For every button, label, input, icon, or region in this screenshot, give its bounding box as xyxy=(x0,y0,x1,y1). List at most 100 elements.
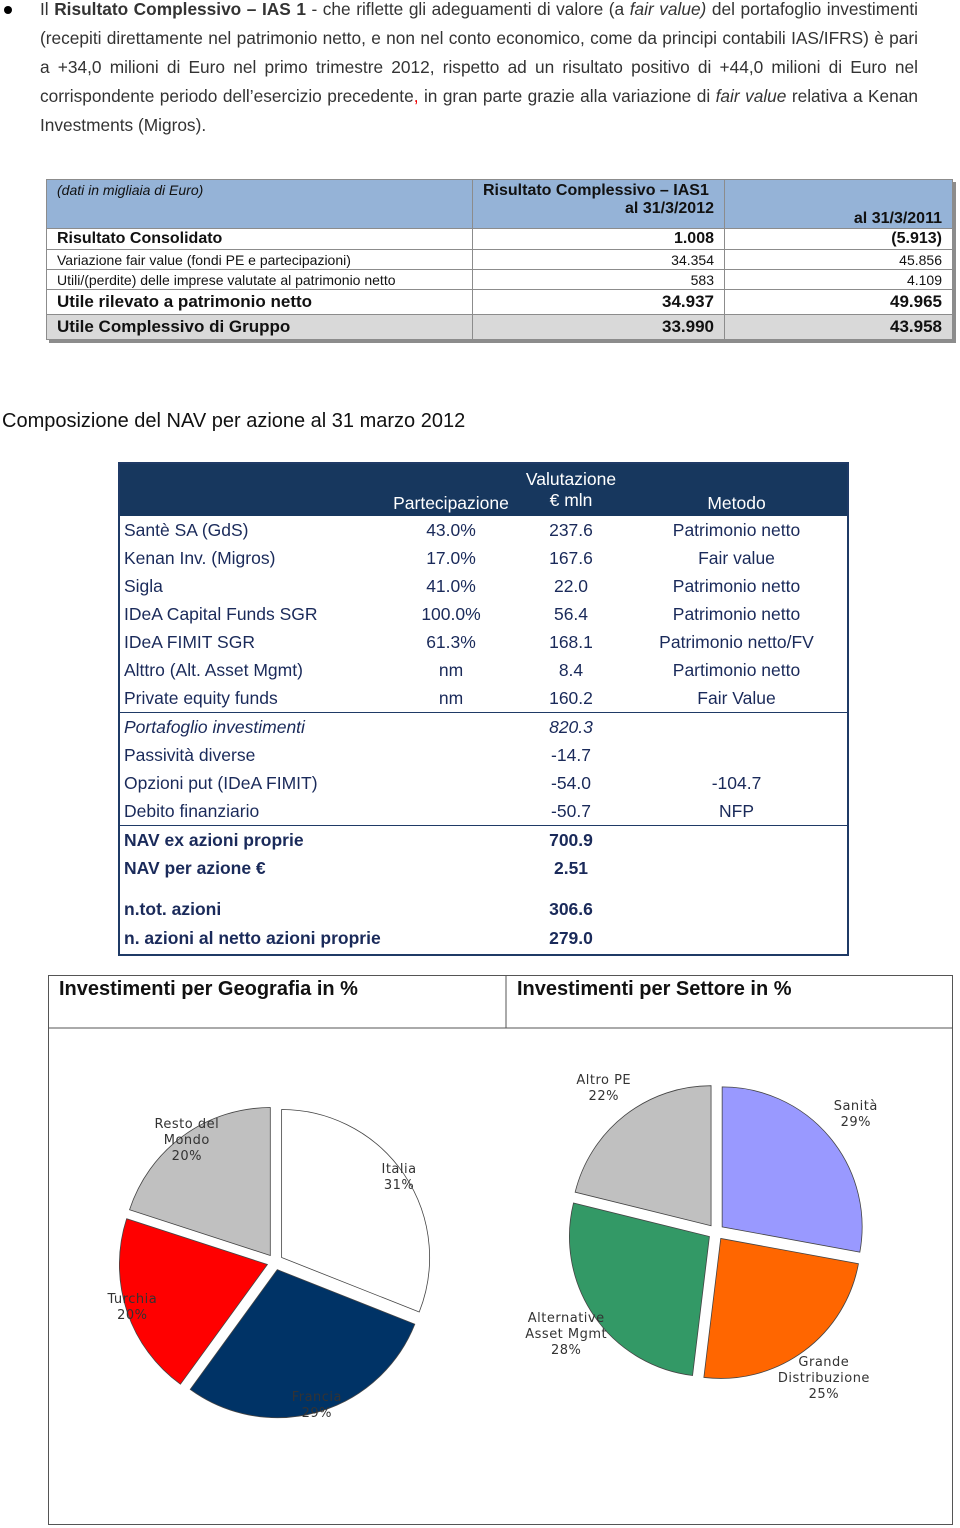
slice-value: 29% xyxy=(301,1406,333,1422)
pie-slice xyxy=(574,1085,712,1227)
chart-title: Investimenti per Settore in % xyxy=(517,978,792,1000)
cell: Fair value xyxy=(698,547,775,568)
cell: 56.4 xyxy=(553,603,589,624)
cell xyxy=(386,712,516,741)
cell: 306.6 xyxy=(549,898,593,919)
row: IDeA Capital Funds SGR 100.0% 56.4 Patrimon… xyxy=(119,600,848,628)
row: Portafoglio investimenti 820.3 xyxy=(119,712,848,741)
cell: Sigla xyxy=(124,575,163,596)
cell: 43.958 xyxy=(724,314,953,340)
cell: -50.7 xyxy=(551,800,591,821)
slice-label: Alternative Asset Mgmt 28% xyxy=(520,1311,612,1359)
results-table: (dati in migliaia di Euro) Risultato Com… xyxy=(46,179,953,340)
cell: 160.2 xyxy=(549,687,593,708)
cell: Patrimonio netto/FV xyxy=(659,631,814,652)
cell: Patrimonio netto xyxy=(672,519,801,540)
cell: NFP xyxy=(719,800,754,821)
cell: Patrimonio netto xyxy=(672,575,801,596)
slice-value: 31% xyxy=(383,1177,415,1193)
cell: NAV ex azioni proprie xyxy=(119,825,386,854)
cell xyxy=(626,923,848,955)
cell xyxy=(626,712,848,741)
cell: n. azioni al netto azioni proprie xyxy=(124,928,381,948)
cell: Debito finanziario xyxy=(124,800,260,821)
slice-name: Grande Distribuzione xyxy=(777,1354,870,1386)
text: Il xyxy=(40,0,55,19)
cell xyxy=(386,797,516,826)
row: Debito finanziario -50.7 NFP xyxy=(119,797,848,826)
slice-name: Resto del Mondo xyxy=(154,1116,220,1148)
slice-label: Turchia 20% xyxy=(86,1292,178,1324)
row: Utile rilevato a patrimonio netto 34.937 4… xyxy=(46,289,953,315)
header-col: al 31/3/2011 xyxy=(724,179,953,229)
cell: 167.6 xyxy=(549,547,593,568)
row: NAV per azione € 2.51 xyxy=(119,854,848,882)
frame xyxy=(48,975,953,1525)
cell: 583 xyxy=(472,269,725,290)
cell: -14.7 xyxy=(551,744,591,765)
section-title: Composizione del NAV per azione al 31 ma… xyxy=(2,410,466,432)
row: Variazione fair value (fondi PE e partec… xyxy=(46,249,953,270)
cell: Utili/(perdite) delle imprese valutate a… xyxy=(46,269,473,290)
cell xyxy=(386,854,516,882)
cell: 168.1 xyxy=(549,631,593,652)
slice-value: 25% xyxy=(808,1386,840,1402)
cell: 33.990 xyxy=(472,314,725,340)
cell: NAV per azione € xyxy=(124,857,266,878)
cell: Fair Value xyxy=(697,687,776,708)
row: Passività diverse -14.7 xyxy=(119,741,848,769)
cell: Alttro (Alt. Asset Mgmt) xyxy=(124,659,303,680)
cell: Patrimonio netto xyxy=(672,603,801,624)
cell: 34.354 xyxy=(472,249,725,270)
nav-table: Valutazione Partecipazione € mln Metodo Sa… xyxy=(118,462,849,956)
pie-slice xyxy=(721,1086,863,1253)
cell: 1.008 xyxy=(472,228,725,250)
cell: 49.965 xyxy=(724,289,953,315)
cell: Utile rilevato a patrimonio netto xyxy=(46,289,473,315)
row: Sigla 41.0% 22.0 Patrimonio netto xyxy=(119,572,848,600)
cell: IDeA Capital Funds SGR xyxy=(124,603,318,624)
cell xyxy=(386,923,516,955)
row: Opzioni put (IDeA FIMIT) -54.0 -104.7 xyxy=(119,769,848,797)
cell: n.tot. azioni xyxy=(124,898,222,919)
pie-slice xyxy=(189,1269,416,1419)
text: relativa a Kenan Investments (Migros). xyxy=(40,86,918,135)
slice-name: Turchia xyxy=(107,1292,158,1308)
slice-name: Alternative Asset Mgmt xyxy=(525,1311,608,1343)
cell: Portafoglio investimenti xyxy=(119,712,386,741)
chart-title: Investimenti per Geografia in % xyxy=(59,978,358,1000)
slice-label: Sanità 29% xyxy=(810,1099,902,1131)
bullet xyxy=(4,6,12,14)
cell: 45.856 xyxy=(724,249,953,270)
row: Risultato Consolidato 1.008 (5.913) xyxy=(46,228,953,250)
cell: 4.109 xyxy=(724,269,953,290)
row: Kenan Inv. (Migros) 17.0% 167.6 Fair value xyxy=(119,544,848,572)
text: - che riflette gli adeguamenti di valore… xyxy=(305,0,630,19)
cell xyxy=(626,895,848,923)
cell: 700.9 xyxy=(516,825,626,854)
cell xyxy=(386,895,516,923)
header-row: Valutazione xyxy=(119,463,848,490)
slice-name: Altro PE xyxy=(576,1072,632,1088)
cell xyxy=(386,769,516,797)
text: fair value) xyxy=(629,0,707,19)
cell: Variazione fair value (fondi PE e partec… xyxy=(46,249,473,270)
cell: 43.0% xyxy=(426,519,476,540)
slice-label: Altro PE 22% xyxy=(558,1073,650,1105)
cell: Risultato Consolidato xyxy=(46,228,473,250)
slice-name: Francia xyxy=(291,1390,342,1406)
cell: Private equity funds xyxy=(124,687,278,708)
cell: 2.51 xyxy=(553,857,589,878)
header-row: Partecipazione € mln Metodo xyxy=(119,490,848,516)
cell xyxy=(626,825,848,854)
pie-slice xyxy=(119,1218,269,1385)
row: n.tot. azioni 306.6 xyxy=(119,895,848,923)
text: Risultato Complessivo – IAS 1 xyxy=(54,0,306,19)
row: n. azioni al netto azioni proprie 279.0 xyxy=(119,923,848,955)
cell: Partimonio netto xyxy=(672,659,801,680)
slice-value: 29% xyxy=(840,1115,871,1131)
cell: 17.0% xyxy=(426,547,476,568)
slice-label: Francia 29% xyxy=(271,1390,363,1422)
cell: Kenan Inv. (Migros) xyxy=(124,547,276,568)
